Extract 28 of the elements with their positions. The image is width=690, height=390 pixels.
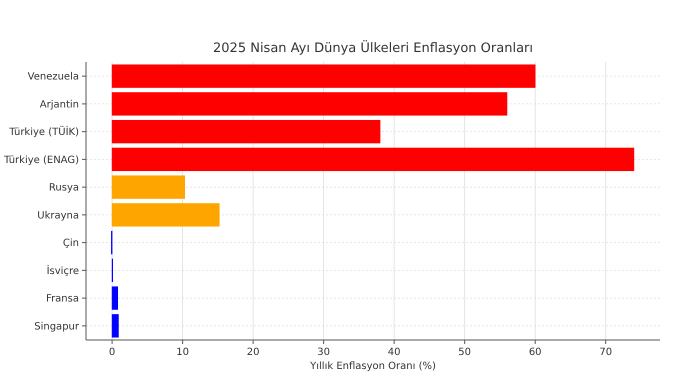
bar [112, 120, 380, 144]
bar [112, 314, 119, 338]
x-tick-label: 70 [599, 347, 612, 358]
y-tick-label: Singapur [34, 321, 80, 332]
y-tick-label: Arjantin [40, 99, 79, 110]
bar [112, 148, 634, 172]
y-tick-label: Ukrayna [37, 210, 79, 222]
x-tick-label: 0 [108, 347, 116, 358]
y-tick-label: İsviçre [46, 264, 79, 277]
bar [112, 286, 118, 310]
x-tick-label: 40 [388, 347, 401, 358]
x-tick-label: 30 [317, 347, 330, 358]
x-tick-label: 20 [246, 347, 260, 358]
chart-title: 2025 Nisan Ayı Dünya Ülkeleri Enflasyon Oranları [213, 40, 533, 56]
y-tick-label: Çin [62, 238, 79, 250]
y-tick-label: Türkiye (ENAG) [2, 154, 80, 166]
x-tick-label: 10 [176, 347, 189, 358]
bar [112, 175, 186, 199]
y-tick-label: Venezuela [28, 72, 79, 83]
y-tick-label: Fransa [46, 294, 79, 305]
y-tick-label: Türkiye (TÜİK) [8, 125, 80, 138]
bar [112, 92, 508, 116]
x-tick-label: 60 [528, 347, 542, 358]
x-axis-title: Yıllık Enflasyon Oranı (%) [309, 361, 436, 372]
bar [112, 64, 536, 88]
y-tick-label: Rusya [48, 182, 79, 194]
bar [112, 203, 220, 227]
x-tick-label: 50 [458, 347, 472, 358]
